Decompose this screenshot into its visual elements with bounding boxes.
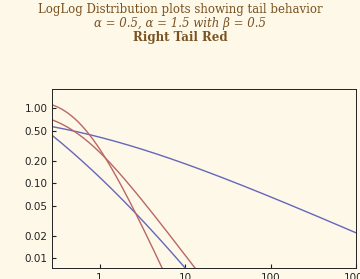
Text: α = 0.5, α = 1.5 with β = 0.5: α = 0.5, α = 1.5 with β = 0.5 [94, 17, 266, 30]
Text: Right Tail Red: Right Tail Red [133, 31, 227, 44]
Text: LogLog Distribution plots showing tail behavior: LogLog Distribution plots showing tail b… [38, 3, 322, 16]
